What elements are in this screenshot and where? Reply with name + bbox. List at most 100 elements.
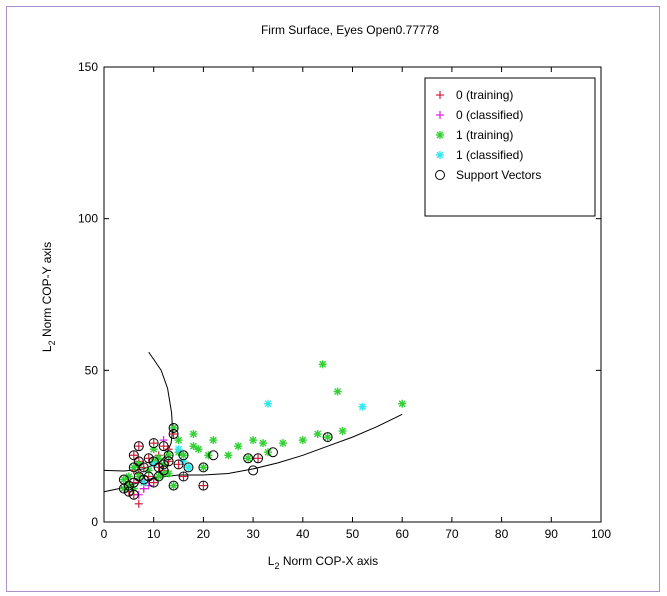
legend-label: 0 (classified) bbox=[456, 108, 523, 122]
chart-title: Firm Surface, Eyes Open0.77778 bbox=[261, 23, 439, 37]
1-training-point bbox=[313, 430, 322, 439]
support-vectors-point bbox=[267, 447, 278, 458]
support-vectors-point bbox=[208, 450, 219, 461]
1-classified-point bbox=[358, 402, 367, 411]
scatter-chart: Firm Surface, Eyes Open0.77778 0 10 20 30 40… bbox=[40, 23, 611, 571]
support-vectors-point bbox=[158, 441, 169, 452]
1-training-point bbox=[234, 442, 243, 451]
support-vectors-point bbox=[128, 489, 139, 500]
1-training-point bbox=[134, 472, 143, 481]
legend-marker bbox=[436, 91, 444, 99]
y-tick-label: 0 bbox=[91, 515, 98, 529]
x-tick-label: 30 bbox=[246, 527, 260, 541]
1-classified-point bbox=[184, 463, 193, 472]
support-vectors-point bbox=[168, 480, 179, 491]
axis-ticks: 0 10 20 30 40 50 60 70 80 90 100 0 50 100 150 bbox=[78, 60, 611, 541]
support-vectors-point bbox=[148, 477, 159, 488]
0-training-point bbox=[179, 472, 188, 481]
figure-window: Firm Surface, Eyes Open0.77778 0 10 20 30 40… bbox=[6, 6, 660, 592]
data-points bbox=[118, 360, 407, 508]
1-training-point bbox=[278, 439, 287, 448]
1-training-point bbox=[333, 387, 342, 396]
boundary-curve bbox=[103, 351, 174, 472]
legend: 0 (training) 0 (classified) 1 (training) 1 … bbox=[424, 77, 596, 217]
1-training-point bbox=[244, 454, 253, 463]
1-training-point bbox=[249, 436, 258, 445]
x-tick-label: 40 bbox=[296, 527, 310, 541]
legend-label: 1 (classified) bbox=[456, 148, 523, 162]
1-training-point bbox=[323, 433, 332, 442]
1-training-point bbox=[174, 436, 183, 445]
1-training-point bbox=[189, 430, 198, 439]
1-training-point bbox=[129, 463, 138, 472]
support-vectors-point bbox=[133, 441, 144, 452]
1-training-point bbox=[194, 445, 203, 454]
support-vectors-point bbox=[133, 456, 144, 467]
legend-box bbox=[424, 77, 596, 217]
support-vectors-point bbox=[178, 471, 189, 482]
0-training-point bbox=[149, 478, 158, 487]
support-vectors-point bbox=[153, 462, 164, 473]
x-tick-label: 10 bbox=[147, 527, 161, 541]
support-vectors-point bbox=[128, 450, 139, 461]
support-vectors-point bbox=[173, 459, 184, 470]
support-vectors-point bbox=[158, 465, 169, 476]
0-training-point bbox=[129, 451, 138, 460]
support-vectors-point bbox=[148, 438, 159, 449]
1-training-point bbox=[338, 427, 347, 435]
0-training-point bbox=[199, 481, 208, 490]
support-vectors-point bbox=[148, 456, 159, 467]
legend-marker bbox=[436, 111, 444, 119]
legend-marker bbox=[436, 131, 444, 139]
support-vectors-point bbox=[168, 429, 179, 440]
x-tick-label: 0 bbox=[101, 527, 108, 541]
1-training-point bbox=[169, 481, 178, 490]
support-vectors-point bbox=[198, 462, 209, 473]
x-axis-label: L2 Norm COP-X axis bbox=[268, 554, 378, 571]
support-vectors-point bbox=[158, 459, 169, 470]
legend-label: 1 (training) bbox=[456, 128, 513, 142]
support-vectors-point bbox=[128, 477, 139, 488]
support-vectors-point bbox=[118, 474, 129, 485]
support-vectors-point bbox=[163, 456, 174, 467]
1-classified-point bbox=[264, 399, 273, 408]
support-vectors-point bbox=[248, 465, 259, 476]
support-vectors-point bbox=[168, 422, 179, 433]
1-training-point bbox=[224, 451, 233, 460]
1-training-point bbox=[209, 436, 218, 445]
1-training-point bbox=[199, 463, 208, 472]
0-classified-point bbox=[159, 436, 168, 445]
support-vectors-point bbox=[322, 432, 333, 443]
x-tick-label: 50 bbox=[346, 527, 360, 541]
1-training-point bbox=[318, 360, 327, 369]
support-vectors-point bbox=[163, 450, 174, 461]
0-training-point bbox=[254, 454, 263, 463]
support-vectors-point bbox=[143, 471, 154, 482]
legend-marker bbox=[436, 151, 444, 159]
legend-marker bbox=[435, 170, 445, 180]
y-axis-label: L2 Norm COP-Y axis bbox=[40, 242, 57, 352]
legend-label: Support Vectors bbox=[456, 168, 541, 182]
x-tick-label: 90 bbox=[545, 527, 559, 541]
support-vectors-point bbox=[183, 462, 194, 473]
x-tick-label: 20 bbox=[197, 527, 211, 541]
0-training-point bbox=[134, 499, 143, 508]
support-vectors-point bbox=[198, 480, 209, 491]
1-training-point bbox=[398, 399, 407, 408]
1-training-point bbox=[259, 439, 268, 448]
support-vectors-point bbox=[243, 453, 254, 464]
y-tick-label: 50 bbox=[85, 363, 99, 377]
support-vectors-point bbox=[138, 462, 149, 473]
support-vectors-point bbox=[123, 480, 134, 491]
y-tick-label: 100 bbox=[78, 212, 98, 226]
1-training-point bbox=[298, 436, 307, 445]
x-tick-label: 100 bbox=[591, 527, 611, 541]
support-vectors-point bbox=[178, 450, 189, 461]
support-vectors-point bbox=[123, 486, 134, 497]
support-vectors-point bbox=[128, 462, 139, 473]
legend-label: 0 (training) bbox=[456, 88, 513, 102]
x-tick-label: 80 bbox=[495, 527, 509, 541]
1-classified-point bbox=[174, 445, 183, 454]
support-vectors-point bbox=[253, 453, 264, 464]
support-vectors-point bbox=[133, 471, 144, 482]
